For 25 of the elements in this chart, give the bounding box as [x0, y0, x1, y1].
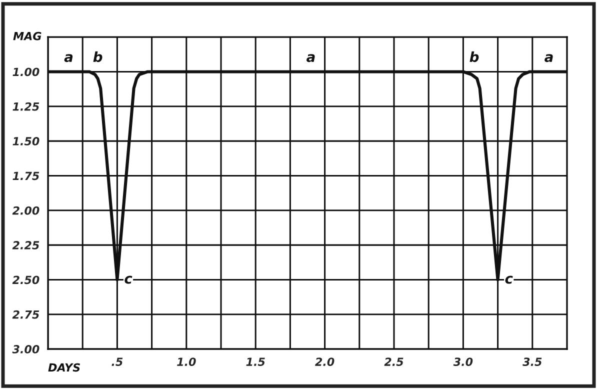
x-tick-label: 2.5 — [384, 358, 404, 366]
annotation: c — [124, 276, 132, 284]
x-tick-label: .5 — [112, 358, 123, 366]
annotation: b — [470, 51, 479, 62]
x-tick-label: 1.5 — [246, 358, 265, 366]
y-tick-label: 2.00 — [12, 206, 40, 215]
x-tick-label: 2.0 — [315, 358, 334, 366]
x-axis-title: DAYS — [48, 363, 80, 372]
annotation: c — [505, 276, 513, 284]
annotation: a — [544, 54, 553, 62]
y-tick-label: 1.50 — [12, 137, 40, 146]
y-axis-title: MAG — [13, 32, 42, 40]
y-tick-label: 3.00 — [12, 345, 40, 354]
x-tick-label: 3.5 — [522, 358, 542, 366]
x-tick-label: 3.0 — [453, 358, 473, 366]
y-tick-label: 2.75 — [12, 310, 40, 319]
y-tick-label: 2.50 — [12, 276, 40, 284]
y-tick-label: 1.25 — [12, 102, 40, 111]
y-tick-label: 1.75 — [12, 172, 40, 180]
annotation: a — [306, 54, 315, 62]
annotation: b — [93, 51, 102, 62]
y-tick-label: 2.25 — [12, 241, 40, 250]
annotation: a — [64, 54, 73, 62]
y-tick-label: 1.00 — [12, 68, 40, 76]
x-tick-label: 1.0 — [177, 358, 196, 366]
